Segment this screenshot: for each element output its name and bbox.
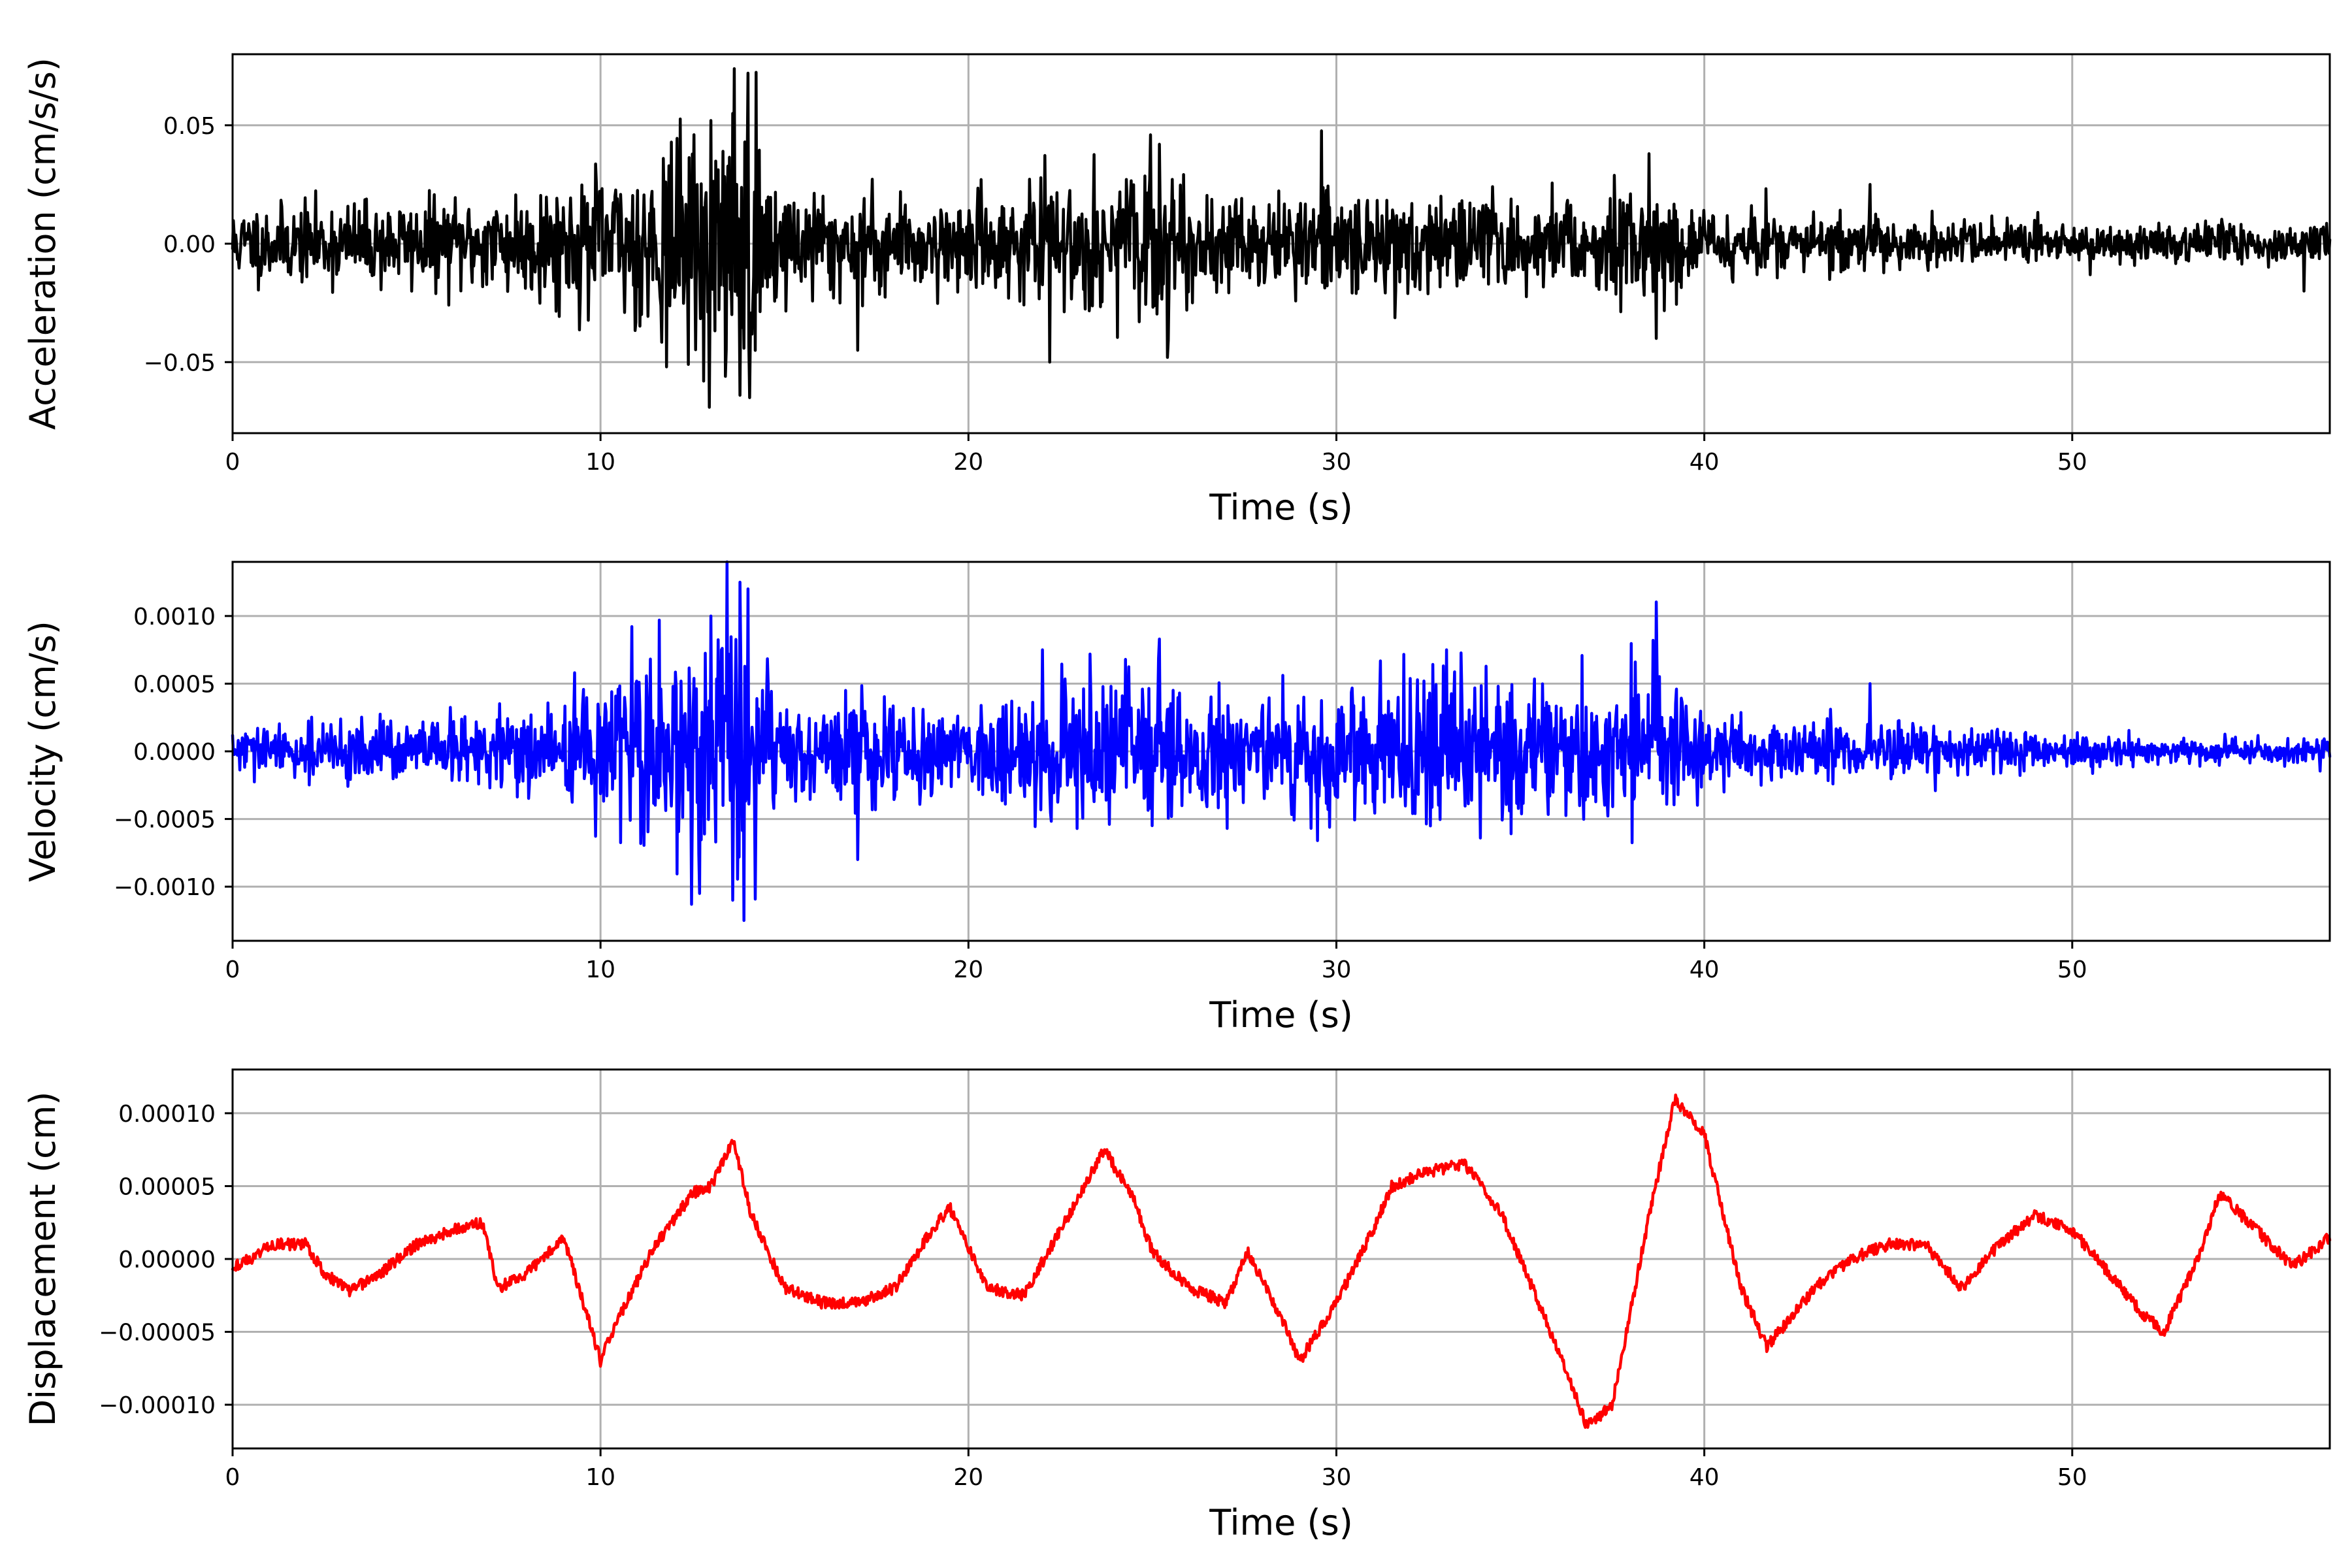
velocity-x-tick-label: 0 <box>225 956 240 983</box>
displacement-x-tick-label: 20 <box>953 1464 983 1491</box>
displacement-y-tick-label: −0.00005 <box>99 1320 216 1347</box>
acceleration-x-tick-label: 30 <box>1322 449 1352 476</box>
panels: 0 10 20 30 40 50 −0.05 0.00 0.05 Time (s) Accelera… <box>22 53 2332 1543</box>
displacement-panel: 0 10 20 30 40 50 −0.00010 −0.00005 0.00000 0.0000… <box>22 1068 2332 1543</box>
velocity-x-axis-label: Time (s) <box>1209 994 1353 1036</box>
displacement-x-tick-label: 10 <box>585 1464 615 1491</box>
acceleration-panel: 0 10 20 30 40 50 −0.05 0.00 0.05 Time (s) Accelera… <box>22 53 2332 528</box>
displacement-x-axis-label: Time (s) <box>1209 1502 1353 1543</box>
velocity-y-axis-label: Velocity (cm/s) <box>22 621 63 882</box>
velocity-y-tick-label: 0.0005 <box>133 671 216 698</box>
acceleration-y-tick-label: 0.05 <box>163 113 216 140</box>
velocity-series-line <box>231 560 2332 923</box>
displacement-x-tick-label: 0 <box>225 1464 240 1491</box>
acceleration-x-tick-label: 20 <box>953 449 983 476</box>
acceleration-y-tick-label: −0.05 <box>144 350 216 376</box>
acceleration-x-tick-label: 50 <box>2057 449 2087 476</box>
acceleration-y-tick-label: 0.00 <box>163 231 216 258</box>
acceleration-x-tick-label: 40 <box>1690 449 1720 476</box>
displacement-y-axis-label: Displacement (cm) <box>22 1092 63 1427</box>
velocity-x-tick-label: 20 <box>953 956 983 983</box>
velocity-x-tick-label: 40 <box>1690 956 1720 983</box>
acceleration-x-axis-label: Time (s) <box>1209 487 1353 528</box>
displacement-y-tick-label: 0.00005 <box>118 1173 216 1200</box>
displacement-y-tick-label: 0.00010 <box>118 1101 216 1128</box>
acceleration-series-line <box>231 67 2332 409</box>
velocity-x-tick-label: 30 <box>1322 956 1352 983</box>
displacement-y-tick-label: −0.00010 <box>99 1392 216 1419</box>
acceleration-x-tick-label: 10 <box>585 449 615 476</box>
velocity-x-tick-label: 10 <box>585 956 615 983</box>
displacement-x-tick-label: 40 <box>1690 1464 1720 1491</box>
displacement-series-line <box>231 1093 2332 1429</box>
acceleration-y-axis-label: Acceleration (cm/s/s) <box>22 57 63 430</box>
velocity-y-tick-label: 0.0010 <box>133 604 216 630</box>
velocity-y-tick-label: 0.0000 <box>133 739 216 766</box>
displacement-x-tick-label: 50 <box>2057 1464 2087 1491</box>
velocity-y-tick-label: −0.0010 <box>114 874 216 901</box>
velocity-x-tick-label: 50 <box>2057 956 2087 983</box>
velocity-y-tick-label: −0.0005 <box>114 807 216 834</box>
acceleration-x-tick-label: 0 <box>225 449 240 476</box>
displacement-y-tick-label: 0.00000 <box>118 1247 216 1273</box>
velocity-panel: 0 10 20 30 40 50 −0.0010 −0.0005 0.0000 0.0005 0.0… <box>22 560 2332 1036</box>
displacement-x-tick-label: 30 <box>1322 1464 1352 1491</box>
